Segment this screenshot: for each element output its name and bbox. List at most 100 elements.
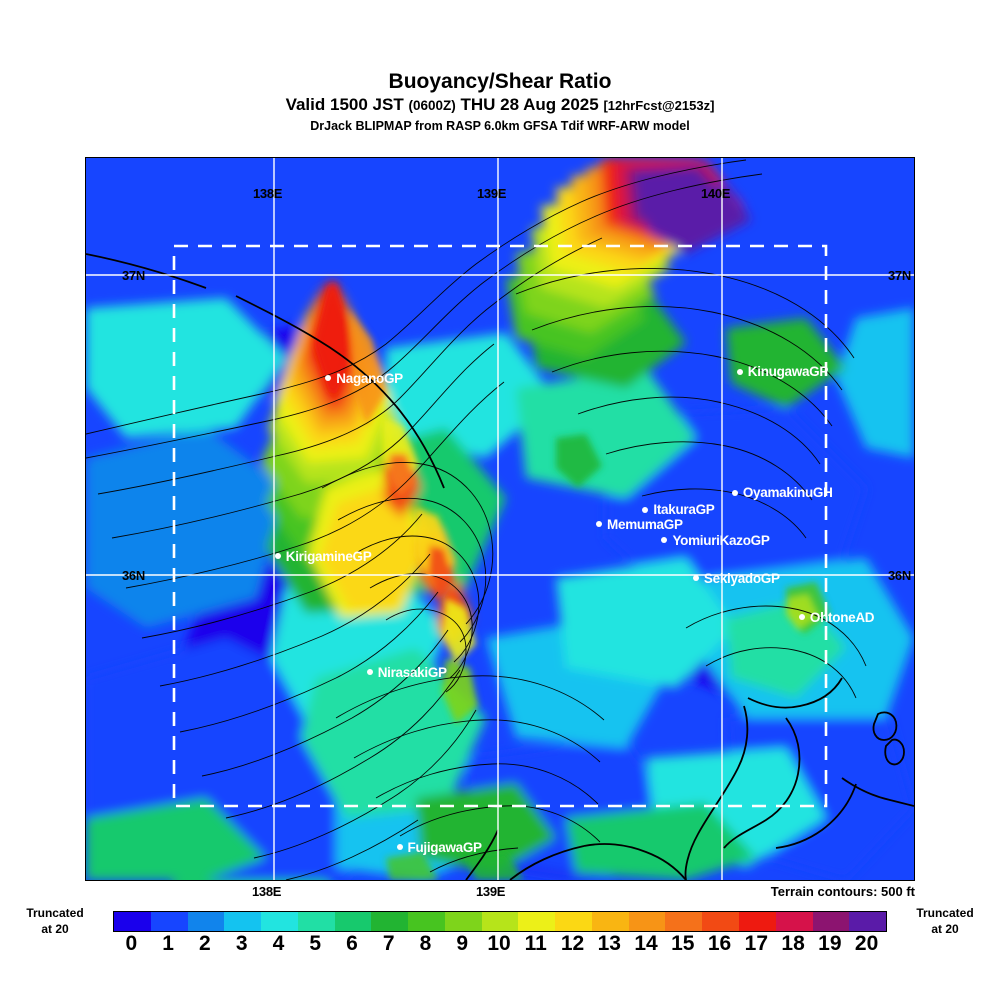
lat-label-right-37n: 37N <box>888 268 911 283</box>
valid-time-line: Valid 1500 JST (0600Z) THU 28 Aug 2025 [… <box>0 94 1000 117</box>
color-tick-19: 19 <box>818 932 842 955</box>
model-domain-box <box>172 244 828 808</box>
color-tick-17: 17 <box>744 932 769 955</box>
lat-label-right-36n: 36N <box>888 568 911 583</box>
station-marker-itakuragp[interactable]: ItakuraGP <box>642 502 715 517</box>
color-swatch-15 <box>665 912 703 931</box>
color-swatch-0 <box>114 912 151 931</box>
station-dot-icon <box>396 844 403 850</box>
color-tick-6: 6 <box>346 932 358 955</box>
station-label: OhtoneAD <box>809 609 875 625</box>
color-tick-15: 15 <box>671 932 695 955</box>
color-swatch-16 <box>702 912 740 931</box>
station-dot-icon <box>325 375 332 382</box>
station-dot-icon <box>692 575 699 582</box>
station-dot-icon <box>798 614 805 621</box>
station-marker-yomiurikazogp[interactable]: YomiuriKazoGP <box>661 532 770 548</box>
color-tick-9: 9 <box>456 932 469 955</box>
station-label: YomiuriKazoGP <box>672 532 770 548</box>
truncated-right-note: Truncated at 20 <box>895 905 995 937</box>
station-marker-kirigaminegp[interactable]: KirigamineGP <box>274 548 372 564</box>
color-swatch-20 <box>849 912 887 931</box>
lon-label-top-2: 140E <box>701 186 731 201</box>
color-swatch-19 <box>812 912 850 931</box>
lat-label-left-36n: 36N <box>122 568 145 583</box>
color-swatch-3 <box>224 912 262 931</box>
terrain-contours <box>86 159 867 880</box>
color-tick-7: 7 <box>382 932 395 955</box>
station-dot-icon <box>274 553 281 560</box>
station-marker-fujigawagp[interactable]: FujigawaGP <box>396 839 483 855</box>
station-label: KinugawaGP <box>747 364 829 380</box>
color-tick-4: 4 <box>272 932 285 955</box>
station-label: FujigawaGP <box>407 839 483 855</box>
color-swatch-9 <box>444 912 482 931</box>
color-tick-14: 14 <box>634 932 658 955</box>
color-tick-16: 16 <box>707 932 732 955</box>
station-marker-kinugawagp[interactable]: KinugawaGP <box>736 364 829 380</box>
lat-label-left-37n: 37N <box>122 268 145 283</box>
map-raster <box>86 158 914 880</box>
color-tick-10: 10 <box>487 932 511 955</box>
station-marker-oyamakinugh[interactable]: OyamakinuGH <box>731 485 833 500</box>
color-swatch-4 <box>261 912 298 931</box>
lon-label-top-1: 139E <box>477 186 507 201</box>
lon-label-bottom-0: 138E <box>252 884 282 899</box>
color-swatch-1 <box>150 912 188 931</box>
valid-time-utc: (0600Z) <box>408 98 456 113</box>
coastline <box>86 253 914 880</box>
color-swatch-5 <box>297 912 335 931</box>
color-tick-20: 20 <box>854 932 879 955</box>
color-tick-2: 2 <box>199 932 211 955</box>
station-marker-nirasakigp[interactable]: NirasakiGP <box>366 664 447 680</box>
station-label: NaganoGP <box>336 370 403 386</box>
forecast-map[interactable]: 138E 139E 140E 37N 36N NaganoGP KinugawaG… <box>85 157 915 881</box>
color-swatch-7 <box>371 912 409 931</box>
color-tick-13: 13 <box>597 932 621 955</box>
lon-label-top-0: 138E <box>253 186 283 201</box>
color-swatch-12 <box>555 912 592 931</box>
station-label: NirasakiGP <box>377 664 447 680</box>
graticule <box>86 158 914 880</box>
station-dot-icon <box>642 506 649 513</box>
color-scale-bar[interactable] <box>113 911 887 932</box>
color-tick-11: 11 <box>524 932 547 955</box>
color-tick-3: 3 <box>235 932 248 955</box>
page-title: Buoyancy/Shear Ratio <box>388 70 612 93</box>
color-swatch-13 <box>591 912 629 931</box>
contour-field <box>86 158 914 880</box>
valid-time: Valid 1500 JST <box>285 95 404 114</box>
station-dot-icon <box>736 368 743 375</box>
truncated-right-line2: at 20 <box>931 922 959 936</box>
truncated-left-line1: Truncated <box>26 906 84 920</box>
color-swatch-8 <box>408 912 445 931</box>
model-source-line: DrJack BLIPMAP from RASP 6.0km GFSA Tdif… <box>310 119 690 133</box>
color-scale-ticks: 0 1 2 3 4 5 6 7 8 9 10 11 12 13 14 15 16 17 18 19 20 <box>113 931 885 959</box>
forecast-tag: [12hrFcst@2153z] <box>603 98 715 113</box>
station-label: KirigamineGP <box>285 548 372 564</box>
color-swatch-14 <box>628 912 666 931</box>
color-tick-0: 0 <box>125 932 138 955</box>
station-label: OyamakinuGH <box>742 485 833 500</box>
color-tick-5: 5 <box>309 932 322 955</box>
color-swatch-2 <box>187 912 225 931</box>
station-marker-sekiyadogp[interactable]: SekiyadoGP <box>692 570 780 586</box>
color-tick-8: 8 <box>419 932 432 955</box>
terrain-contour-note: Terrain contours: 500 ft <box>770 884 915 899</box>
station-dot-icon <box>366 669 373 676</box>
title-block: Buoyancy/Shear Ratio Valid 1500 JST (060… <box>0 70 1000 135</box>
truncated-left-note: Truncated at 20 <box>5 905 105 937</box>
color-swatch-6 <box>334 912 372 931</box>
station-dot-icon <box>661 537 668 544</box>
color-swatch-18 <box>775 912 813 931</box>
color-swatch-11 <box>518 912 556 931</box>
station-marker-naganogp[interactable]: NaganoGP <box>325 371 403 386</box>
station-dot-icon <box>596 521 603 528</box>
valid-date: THU 28 Aug 2025 <box>460 95 599 114</box>
station-marker-ohtonead[interactable]: OhtoneAD <box>798 609 875 625</box>
station-dot-icon <box>731 489 738 496</box>
station-label: SekiyadoGP <box>703 570 780 586</box>
truncated-right-line1: Truncated <box>916 906 974 920</box>
station-marker-memumagp[interactable]: MemumaGP <box>596 517 683 532</box>
color-swatch-17 <box>739 912 776 931</box>
